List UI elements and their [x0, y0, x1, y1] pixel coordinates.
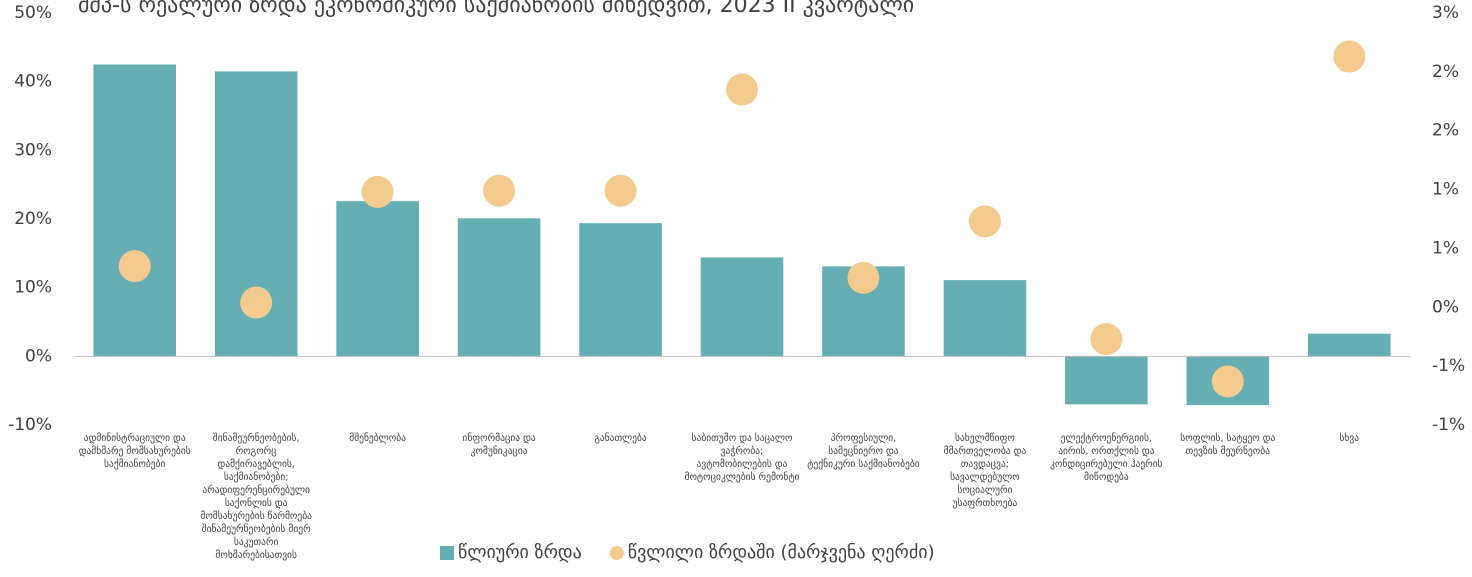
y-tick-label: 0%	[25, 346, 52, 366]
dot	[604, 174, 637, 207]
y-tick-label: -10%	[8, 415, 52, 435]
y2-tick-label: -1%	[1432, 356, 1465, 376]
bar	[579, 223, 662, 357]
legend-label: წვლილი ზრდაში (მარჯვენა ღერძი)	[628, 542, 935, 563]
dot	[726, 73, 758, 106]
x-tick-label: საბითუმო და საცალო ვაჭრობა; ავტომობილები…	[684, 433, 800, 483]
bar	[1307, 333, 1391, 357]
bar	[336, 201, 419, 357]
bar	[93, 64, 177, 357]
chart-title: მშპ-ს რეალური ზრდა ეკონომიკური საქმიანობ…	[78, 0, 914, 18]
x-label-box: სახელმწიფო მმართველობა და თავდაცვა; სავა…	[943, 433, 1027, 509]
y2-tick-label: -1%	[1432, 415, 1465, 435]
x-label-box: განათლება	[594, 433, 647, 444]
y2-tick-label: 3%	[1432, 3, 1459, 23]
y2-tick-label: 2%	[1432, 121, 1459, 141]
legend-swatch	[440, 546, 454, 560]
y-tick-label: 40%	[14, 72, 52, 92]
x-tick-label: პროფესიული, სამეცნიერო და ტექნიკური საქმ…	[807, 433, 920, 470]
x-label-box: პროფესიული, სამეცნიერო და ტექნიკური საქმ…	[807, 433, 920, 470]
dot	[1090, 323, 1123, 356]
x-tick-label: განათლება	[594, 433, 647, 444]
y2-tick-label: 0%	[1432, 297, 1459, 317]
dot	[1333, 40, 1366, 73]
y-tick-label: 10%	[14, 278, 52, 298]
x-tick-label: სოფლის, სატყეო და თევზის მეურნეობა	[1180, 433, 1276, 457]
y2-tick-label: 1%	[1432, 180, 1459, 200]
y2-tick-label: 2%	[1432, 62, 1459, 82]
dot	[361, 175, 394, 208]
y2-tick-label: 1%	[1432, 238, 1459, 258]
x-label-box: სოფლის, სატყეო და თევზის მეურნეობა	[1180, 433, 1276, 457]
legend-label: წლიური ზრდა	[458, 542, 582, 563]
x-label-box: ადმინისტრაციული და დამხმარე მომსახურების…	[78, 433, 191, 470]
x-tick-label: ინფორმაცია და კომუნიკაცია	[462, 433, 536, 457]
dot	[240, 286, 273, 319]
dot	[847, 261, 880, 294]
x-tick-label: ადმინისტრაციული და დამხმარე მომსახურების…	[78, 433, 191, 470]
x-label-box: ელექტროენერგიის, აირის, ორთქლის და კონდი…	[1050, 433, 1163, 483]
x-tick-label: მშენებლობა	[349, 433, 406, 444]
x-label-box: შინამეურნეობების, როგორც დამქირავებლის, …	[200, 433, 312, 561]
dot	[118, 250, 151, 283]
x-label-box: ინფორმაცია და კომუნიკაცია	[462, 433, 536, 457]
x-tick-label: სახელმწიფო მმართველობა და თავდაცვა; სავა…	[943, 433, 1027, 509]
dot	[483, 174, 516, 207]
x-label-box: მშენებლობა	[349, 433, 406, 444]
y-tick-label: 20%	[14, 209, 52, 229]
bar	[943, 280, 1027, 357]
x-tick-label: ელექტროენერგიის, აირის, ორთქლის და კონდი…	[1050, 433, 1163, 483]
y-tick-label: 30%	[14, 140, 52, 160]
bar	[1065, 356, 1148, 405]
dot	[1211, 365, 1244, 398]
x-tick-label: სხვა	[1339, 433, 1360, 444]
y-tick-label: 50%	[14, 3, 52, 23]
x-tick-label: შინამეურნეობების, როგორც დამქირავებლის, …	[200, 433, 312, 561]
bar	[457, 218, 541, 357]
x-label-box: საბითუმო და საცალო ვაჭრობა; ავტომობილები…	[684, 433, 800, 483]
bar	[700, 257, 784, 357]
legend-swatch	[609, 546, 624, 560]
dot	[968, 205, 1001, 238]
x-label-box: სხვა	[1339, 433, 1360, 444]
